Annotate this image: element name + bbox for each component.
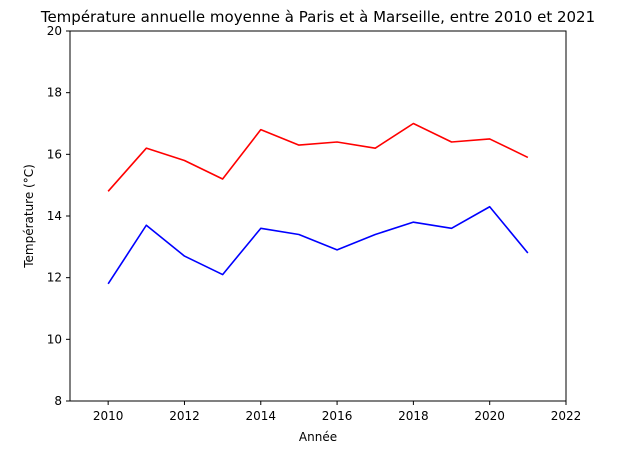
plot-frame: [69, 30, 567, 402]
x-tick-label: 2012: [169, 409, 200, 423]
x-axis: 2010 2012 2014 2016 2018 2020 2022: [93, 401, 581, 423]
x-tick-label: 2018: [398, 409, 429, 423]
series-layer: [107, 122, 529, 285]
y-tick-label: 12: [47, 271, 62, 285]
series-line-1: [107, 122, 529, 192]
y-tick-label: 8: [54, 394, 62, 408]
x-tick-label: 2016: [322, 409, 353, 423]
series-line-2: [107, 205, 529, 285]
x-tick-label: 2022: [551, 409, 582, 423]
y-tick-label: 16: [47, 147, 62, 161]
x-tick-label: 2020: [474, 409, 505, 423]
x-axis-label: Année: [299, 430, 337, 444]
y-tick-label: 18: [47, 86, 62, 100]
y-tick-label: 20: [47, 24, 62, 38]
x-tick-label: 2014: [245, 409, 276, 423]
y-tick-label: 10: [47, 332, 62, 346]
y-axis: 8 10 12 14 16 18 20: [47, 24, 70, 408]
y-axis-label: Température (°C): [22, 164, 36, 269]
x-tick-label: 2010: [93, 409, 124, 423]
y-tick-label: 14: [47, 209, 62, 223]
chart-title: Température annuelle moyenne à Paris et …: [40, 8, 595, 26]
